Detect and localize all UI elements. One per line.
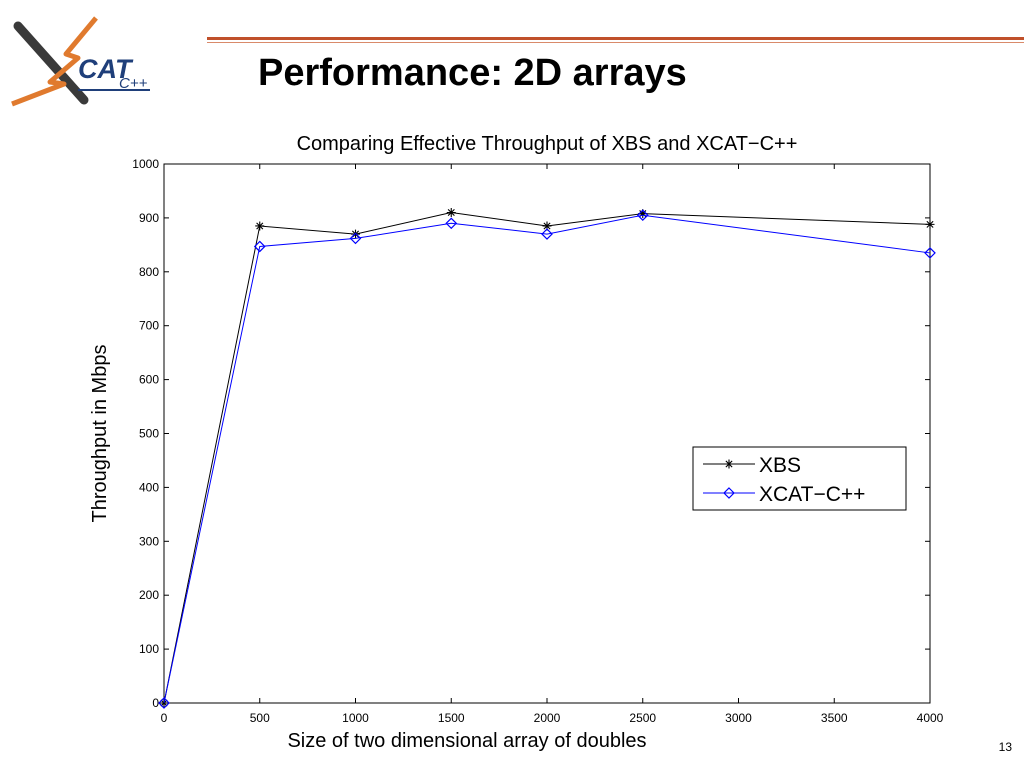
y-tick-label: 300	[139, 534, 159, 548]
data-point-xcat-c	[541, 228, 553, 240]
header-rule-thin	[207, 42, 1024, 43]
data-point-xcat-c	[158, 697, 170, 709]
header-rule	[207, 37, 1024, 40]
x-tick-label: 0	[161, 711, 168, 725]
x-tick-label: 500	[250, 711, 270, 725]
logo-suffix: C++	[119, 75, 148, 92]
legend-marker-xcat-c	[723, 487, 735, 499]
data-point-xbs	[446, 208, 456, 218]
x-tick-label: 2500	[629, 711, 656, 725]
legend-label-xbs: XBS	[759, 454, 801, 477]
legend-label-xcat-c: XCAT−C++	[759, 483, 865, 506]
data-point-xbs	[255, 221, 265, 231]
x-tick-label: 3000	[725, 711, 752, 725]
y-tick-label: 1000	[132, 157, 159, 171]
y-tick-label: 600	[139, 373, 159, 387]
x-axis-label: Size of two dimensional array of doubles	[287, 730, 646, 752]
data-point-xcat-c	[924, 247, 936, 259]
data-point-xbs	[925, 219, 935, 229]
slide-title: Performance: 2D arrays	[258, 52, 687, 94]
x-tick-label: 1000	[342, 711, 369, 725]
legend-box	[692, 446, 907, 511]
chart-title: Comparing Effective Throughput of XBS an…	[297, 133, 798, 155]
logo-text: CAT	[78, 54, 134, 84]
series-line-xcat-c	[163, 214, 931, 704]
x-tick-label: 1500	[438, 711, 465, 725]
data-point-xbs	[542, 221, 552, 231]
legend-marker-xbs	[724, 459, 734, 469]
y-tick-label: 900	[139, 211, 159, 225]
y-tick-label: 400	[139, 480, 159, 494]
data-point-xcat-c	[349, 232, 362, 245]
data-point-xbs	[638, 209, 648, 219]
y-tick-label: 800	[139, 265, 159, 279]
y-axis-label: Throughput in Mbps	[89, 345, 111, 523]
y-tick-label: 0	[152, 696, 159, 710]
y-tick-label: 200	[139, 588, 159, 602]
logo-dark-bar	[13, 21, 89, 105]
x-tick-label: 3500	[821, 711, 848, 725]
slide-number: 13	[998, 740, 1012, 754]
data-point-xcat-c	[445, 217, 458, 230]
xcat-logo: CAT C++	[11, 16, 150, 107]
x-tick-label: 4000	[917, 711, 944, 725]
data-point-xcat-c	[636, 209, 649, 222]
y-tick-label: 700	[139, 319, 159, 333]
y-tick-label: 500	[139, 427, 159, 441]
data-point-xcat-c	[253, 240, 266, 253]
logo-lightning-bolt	[11, 16, 98, 107]
y-tick-label: 100	[139, 642, 159, 656]
x-tick-label: 2000	[534, 711, 561, 725]
